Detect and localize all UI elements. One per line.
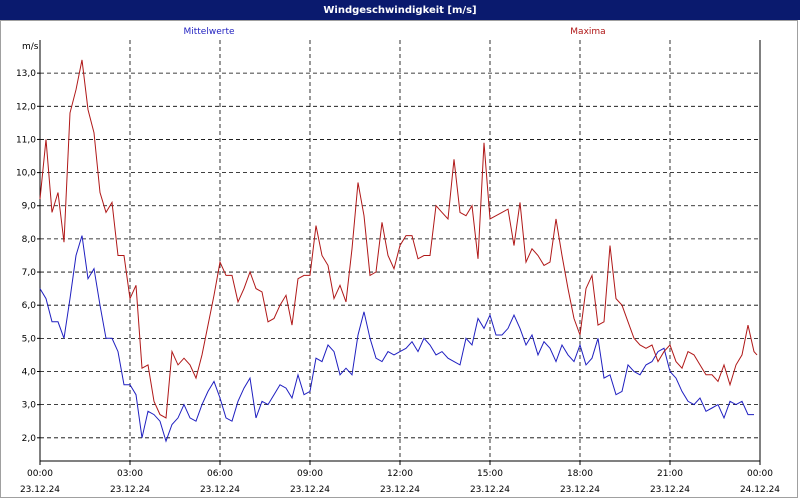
series-line-mittelwerte bbox=[39, 235, 754, 443]
y-tick-label: 6,0 bbox=[22, 301, 37, 311]
y-tick-label: 12,0 bbox=[16, 102, 36, 112]
y-tick-label: 3,0 bbox=[22, 401, 37, 411]
series-line-maxima bbox=[39, 59, 758, 419]
y-tick-label: 5,0 bbox=[22, 334, 37, 344]
x-tick-date-label: 23.12.24 bbox=[470, 485, 510, 495]
y-tick-label: 2,0 bbox=[22, 434, 37, 444]
x-tick-time-label: 15:00 bbox=[477, 469, 503, 479]
x-tick-time-label: 21:00 bbox=[657, 469, 683, 479]
x-tick-date-label: 23.12.24 bbox=[200, 485, 240, 495]
x-tick-date-label: 23.12.24 bbox=[650, 485, 690, 495]
y-tick-label: 4,0 bbox=[22, 367, 37, 377]
x-tick-date-label: 23.12.24 bbox=[380, 485, 420, 495]
x-tick-time-label: 00:00 bbox=[27, 469, 53, 479]
axes bbox=[37, 40, 761, 465]
series-lines bbox=[39, 59, 758, 443]
y-tick-label: 8,0 bbox=[22, 235, 37, 245]
x-tick-date-label: 23.12.24 bbox=[110, 485, 150, 495]
x-tick-date-label: 23.12.24 bbox=[290, 485, 330, 495]
x-tick-time-label: 09:00 bbox=[297, 469, 323, 479]
x-tick-date-label: 23.12.24 bbox=[20, 485, 60, 495]
y-tick-label: 11,0 bbox=[16, 135, 36, 145]
legend-maxima: Maxima bbox=[570, 27, 605, 37]
y-tick-label: 9,0 bbox=[22, 202, 37, 212]
y-tick-label: 13,0 bbox=[16, 69, 36, 79]
x-tick-time-label: 06:00 bbox=[207, 469, 233, 479]
chart-frame bbox=[0, 20, 798, 498]
tick-labels: 2,0 3,0 4,0 5,0 6,0 7,0 8,0 9,0 10,0 11,0 12,0 13,0… bbox=[16, 69, 780, 495]
legend-mittelwerte: Mittelwerte bbox=[183, 27, 234, 37]
y-axis-unit-label: m/s bbox=[22, 42, 39, 52]
x-tick-time-label: 03:00 bbox=[117, 469, 143, 479]
grid-lines bbox=[40, 40, 760, 461]
chart-title: Windgeschwindigkeit [m/s] bbox=[0, 0, 800, 20]
x-tick-time-label: 18:00 bbox=[567, 469, 593, 479]
x-tick-time-label: 00:00 bbox=[747, 469, 773, 479]
y-tick-label: 10,0 bbox=[16, 169, 36, 179]
y-tick-label: 7,0 bbox=[22, 268, 37, 278]
x-tick-date-label: 23.12.24 bbox=[560, 485, 600, 495]
x-tick-time-label: 12:00 bbox=[387, 469, 413, 479]
x-tick-date-label: 24.12.24 bbox=[740, 485, 780, 495]
